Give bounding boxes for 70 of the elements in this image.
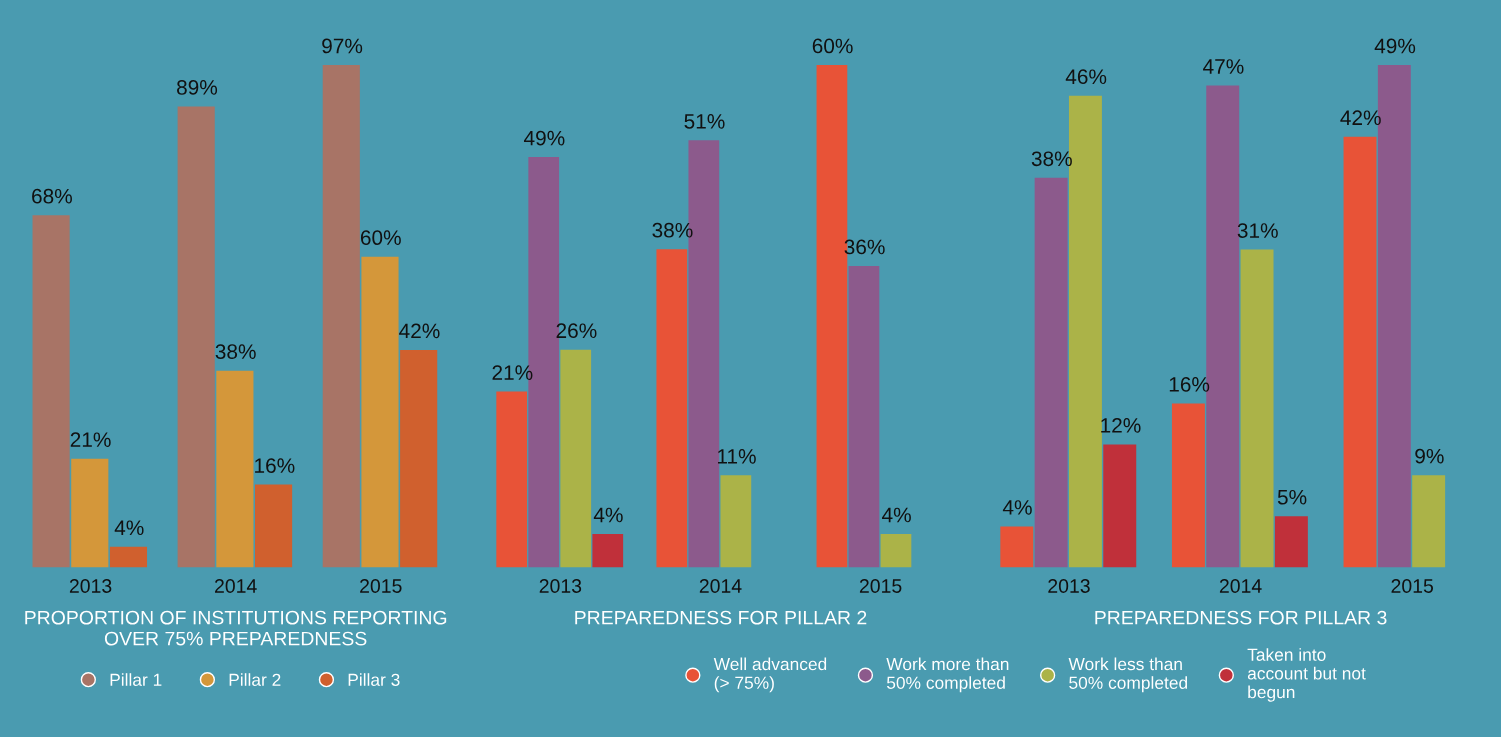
data-label: 60% bbox=[360, 230, 401, 246]
data-label: 4% bbox=[114, 520, 144, 536]
legend-label: Well advanced (> 75%) bbox=[713, 657, 827, 693]
data-label: 26% bbox=[556, 323, 597, 339]
bar bbox=[1034, 177, 1068, 568]
data-label: 16% bbox=[255, 458, 295, 473]
legend-label: Taken into account but not begun bbox=[1247, 648, 1366, 702]
legend-label: Work more than 50% completed bbox=[886, 657, 1009, 693]
data-label: 49% bbox=[1374, 38, 1416, 54]
data-label: 60% bbox=[812, 38, 853, 54]
data-label: 21% bbox=[70, 432, 111, 447]
data-label: 46% bbox=[1065, 69, 1107, 85]
text: PROPORTION OF INSTITUTIONS REPORTING OVER 75% PREPAREDNESS bbox=[25, 610, 447, 646]
data-label: 4% bbox=[593, 507, 623, 523]
bar bbox=[496, 391, 528, 568]
bar bbox=[109, 546, 148, 568]
bar bbox=[255, 484, 293, 568]
bar bbox=[361, 256, 399, 568]
data-label: 47% bbox=[1203, 59, 1244, 74]
x-tick-label: 2013 bbox=[539, 579, 582, 593]
data-label: 51% bbox=[684, 114, 725, 129]
text: PREPAREDNESS FOR PILLAR 3 bbox=[1095, 610, 1387, 625]
bar bbox=[177, 106, 215, 568]
data-label: 9% bbox=[1415, 448, 1444, 464]
data-label: 5% bbox=[1277, 489, 1307, 505]
data-label: 68% bbox=[32, 188, 72, 204]
x-tick-label: 2015 bbox=[1391, 579, 1434, 593]
text: PREPAREDNESS FOR PILLAR 2 bbox=[575, 610, 867, 625]
data-label: 42% bbox=[1340, 110, 1381, 126]
bar bbox=[848, 265, 880, 568]
data-label: 89% bbox=[177, 80, 218, 95]
data-label: 97% bbox=[322, 38, 363, 54]
bar bbox=[1274, 516, 1308, 568]
bar bbox=[1000, 526, 1034, 568]
data-label: 38% bbox=[652, 222, 693, 238]
bar bbox=[322, 64, 360, 568]
bar bbox=[1412, 475, 1446, 568]
bar bbox=[216, 370, 254, 568]
bar bbox=[1240, 249, 1274, 568]
x-tick-label: 2013 bbox=[69, 579, 112, 593]
x-tick-label: 2014 bbox=[699, 579, 742, 593]
legend-label: Work less than 50% completed bbox=[1068, 657, 1188, 693]
bar bbox=[71, 458, 109, 568]
data-label: 21% bbox=[492, 365, 533, 380]
bar bbox=[656, 249, 688, 568]
legend-label: Pillar 3 bbox=[348, 673, 400, 686]
data-label: 49% bbox=[523, 130, 565, 146]
bar bbox=[32, 215, 70, 568]
bar bbox=[1343, 136, 1377, 568]
legend-label: Pillar 1 bbox=[110, 673, 162, 686]
bar bbox=[400, 349, 438, 568]
bar bbox=[720, 475, 752, 568]
bar bbox=[592, 533, 624, 568]
bar bbox=[1171, 403, 1205, 568]
data-label: 4% bbox=[1002, 500, 1032, 515]
legend-label: Pillar 2 bbox=[229, 673, 281, 686]
data-label: 4% bbox=[882, 507, 911, 523]
x-tick-label: 2015 bbox=[360, 579, 402, 593]
data-label: 31% bbox=[1237, 223, 1278, 238]
data-label: 38% bbox=[215, 344, 256, 359]
x-tick-label: 2014 bbox=[215, 579, 257, 593]
data-label: 11% bbox=[718, 449, 756, 464]
x-tick-label: 2013 bbox=[1048, 579, 1090, 593]
data-label: 42% bbox=[399, 323, 440, 339]
x-tick-label: 2014 bbox=[1219, 579, 1262, 593]
x-tick-label: 2015 bbox=[859, 579, 902, 593]
bar bbox=[880, 533, 912, 568]
data-label: 16% bbox=[1169, 377, 1210, 392]
bar bbox=[1103, 444, 1137, 568]
bar bbox=[560, 349, 592, 568]
